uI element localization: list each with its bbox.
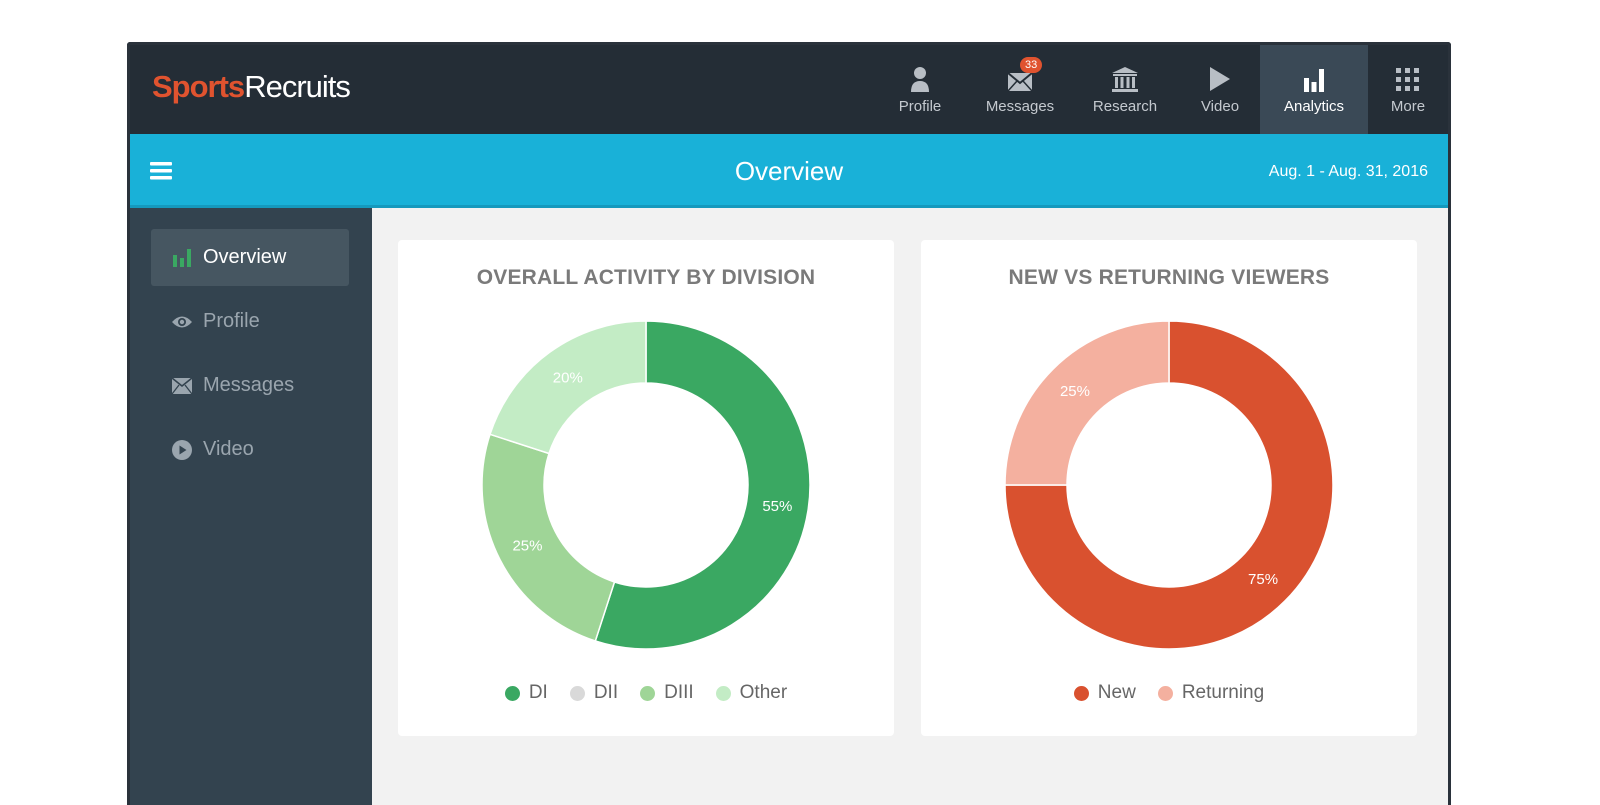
slice-label-di: 55% bbox=[762, 498, 792, 515]
card-title: OVERALL ACTIVITY BY DIVISION bbox=[476, 266, 816, 289]
bar-chart-icon bbox=[171, 248, 193, 267]
slice-label-returning: 25% bbox=[1060, 383, 1090, 400]
messages-count-badge: 33 bbox=[1020, 57, 1043, 73]
page-title: Overview bbox=[734, 156, 844, 186]
grid-icon bbox=[1396, 62, 1420, 92]
sidebar-item-messages[interactable]: Messages bbox=[151, 357, 349, 414]
sidebar-item-profile[interactable]: Profile bbox=[151, 293, 349, 350]
nav-research[interactable]: Research bbox=[1070, 45, 1180, 134]
legend-label: New bbox=[1097, 682, 1136, 703]
sidebar-item-label: Overview bbox=[203, 246, 287, 268]
nav-messages[interactable]: 33 Messages bbox=[970, 45, 1070, 134]
nav-more-label: More bbox=[1390, 98, 1426, 115]
nav-analytics-label: Analytics bbox=[1283, 98, 1345, 115]
legend-item-new[interactable]: New bbox=[1073, 682, 1136, 704]
sidebar: Overview Profile Messages Video bbox=[130, 208, 372, 805]
person-icon bbox=[910, 62, 930, 92]
nav-video[interactable]: Video bbox=[1180, 45, 1260, 134]
card-title: NEW VS RETURNING VIEWERS bbox=[1008, 266, 1330, 289]
eye-icon bbox=[171, 314, 193, 330]
play-circle-icon bbox=[171, 439, 193, 460]
nav-more[interactable]: More bbox=[1368, 45, 1448, 134]
legend-label: Other bbox=[739, 682, 788, 703]
envelope-icon bbox=[171, 377, 193, 394]
legend-item-diii[interactable]: DIII bbox=[640, 682, 694, 704]
legend-label: DIII bbox=[664, 682, 694, 703]
nav-research-label: Research bbox=[1092, 98, 1158, 115]
legend-swatch bbox=[504, 685, 520, 701]
sidebar-item-label: Messages bbox=[203, 374, 295, 396]
division-legend: DI DII DIII Other bbox=[398, 682, 894, 704]
nav-profile[interactable]: Profile bbox=[870, 45, 970, 134]
nav-analytics[interactable]: Analytics bbox=[1260, 45, 1368, 134]
logo-recruits: Recruits bbox=[244, 69, 351, 104]
slice-other[interactable] bbox=[489, 320, 647, 455]
nav-messages-label: Messages bbox=[985, 98, 1055, 115]
division-activity-card: OVERALL ACTIVITY BY DIVISION 55% 25% 20% D… bbox=[398, 240, 894, 736]
page-header: Overview Aug. 1 - Aug. 31, 2016 bbox=[130, 134, 1448, 208]
legend-swatch bbox=[569, 685, 585, 701]
app-window: SportsRecruits Profile 33 Messages R bbox=[127, 42, 1451, 805]
legend-swatch bbox=[1157, 685, 1173, 701]
legend-swatch bbox=[715, 685, 731, 701]
sidebar-item-overview[interactable]: Overview bbox=[151, 229, 349, 286]
legend-label: DII bbox=[593, 682, 619, 703]
play-icon bbox=[1209, 62, 1231, 92]
main-nav: Profile 33 Messages Research Video bbox=[870, 45, 1448, 134]
sportsrecruits-logo[interactable]: SportsRecruits bbox=[152, 69, 351, 105]
legend-item-other[interactable]: Other bbox=[715, 682, 788, 704]
sidebar-item-label: Video bbox=[203, 438, 254, 460]
legend-label: DI bbox=[528, 682, 548, 703]
legend-swatch bbox=[640, 685, 656, 701]
bank-icon bbox=[1111, 62, 1139, 92]
viewers-legend: New Returning bbox=[921, 682, 1417, 704]
legend-label: Returning bbox=[1181, 682, 1265, 703]
slice-returning[interactable] bbox=[1004, 320, 1170, 486]
nav-video-label: Video bbox=[1200, 98, 1240, 115]
slice-di[interactable] bbox=[594, 320, 811, 650]
sidebar-item-video[interactable]: Video bbox=[151, 421, 349, 478]
slice-label-diii: 25% bbox=[512, 537, 542, 554]
bar-chart-icon bbox=[1303, 62, 1325, 92]
viewers-card: NEW VS RETURNING VIEWERS 75% 25% New Retu… bbox=[921, 240, 1417, 736]
slice-diii[interactable] bbox=[481, 433, 616, 642]
top-navbar: SportsRecruits Profile 33 Messages R bbox=[130, 45, 1448, 134]
legend-swatch bbox=[1073, 685, 1089, 701]
legend-item-dii[interactable]: DII bbox=[569, 682, 619, 704]
hamburger-menu-icon[interactable] bbox=[150, 162, 172, 185]
slice-label-other: 20% bbox=[553, 369, 583, 386]
viewers-donut-chart: 75% 25% bbox=[1004, 320, 1334, 650]
sidebar-item-label: Profile bbox=[203, 310, 260, 332]
envelope-icon bbox=[1007, 62, 1033, 92]
date-range[interactable]: Aug. 1 - Aug. 31, 2016 bbox=[1268, 163, 1428, 180]
nav-profile-label: Profile bbox=[898, 98, 942, 115]
logo-sports: Sports bbox=[152, 69, 245, 104]
division-donut-chart: 55% 25% 20% bbox=[481, 320, 811, 650]
slice-new[interactable] bbox=[1004, 320, 1334, 650]
legend-item-di[interactable]: DI bbox=[504, 682, 548, 704]
legend-item-returning[interactable]: Returning bbox=[1157, 682, 1265, 704]
slice-label-new: 75% bbox=[1248, 571, 1278, 588]
